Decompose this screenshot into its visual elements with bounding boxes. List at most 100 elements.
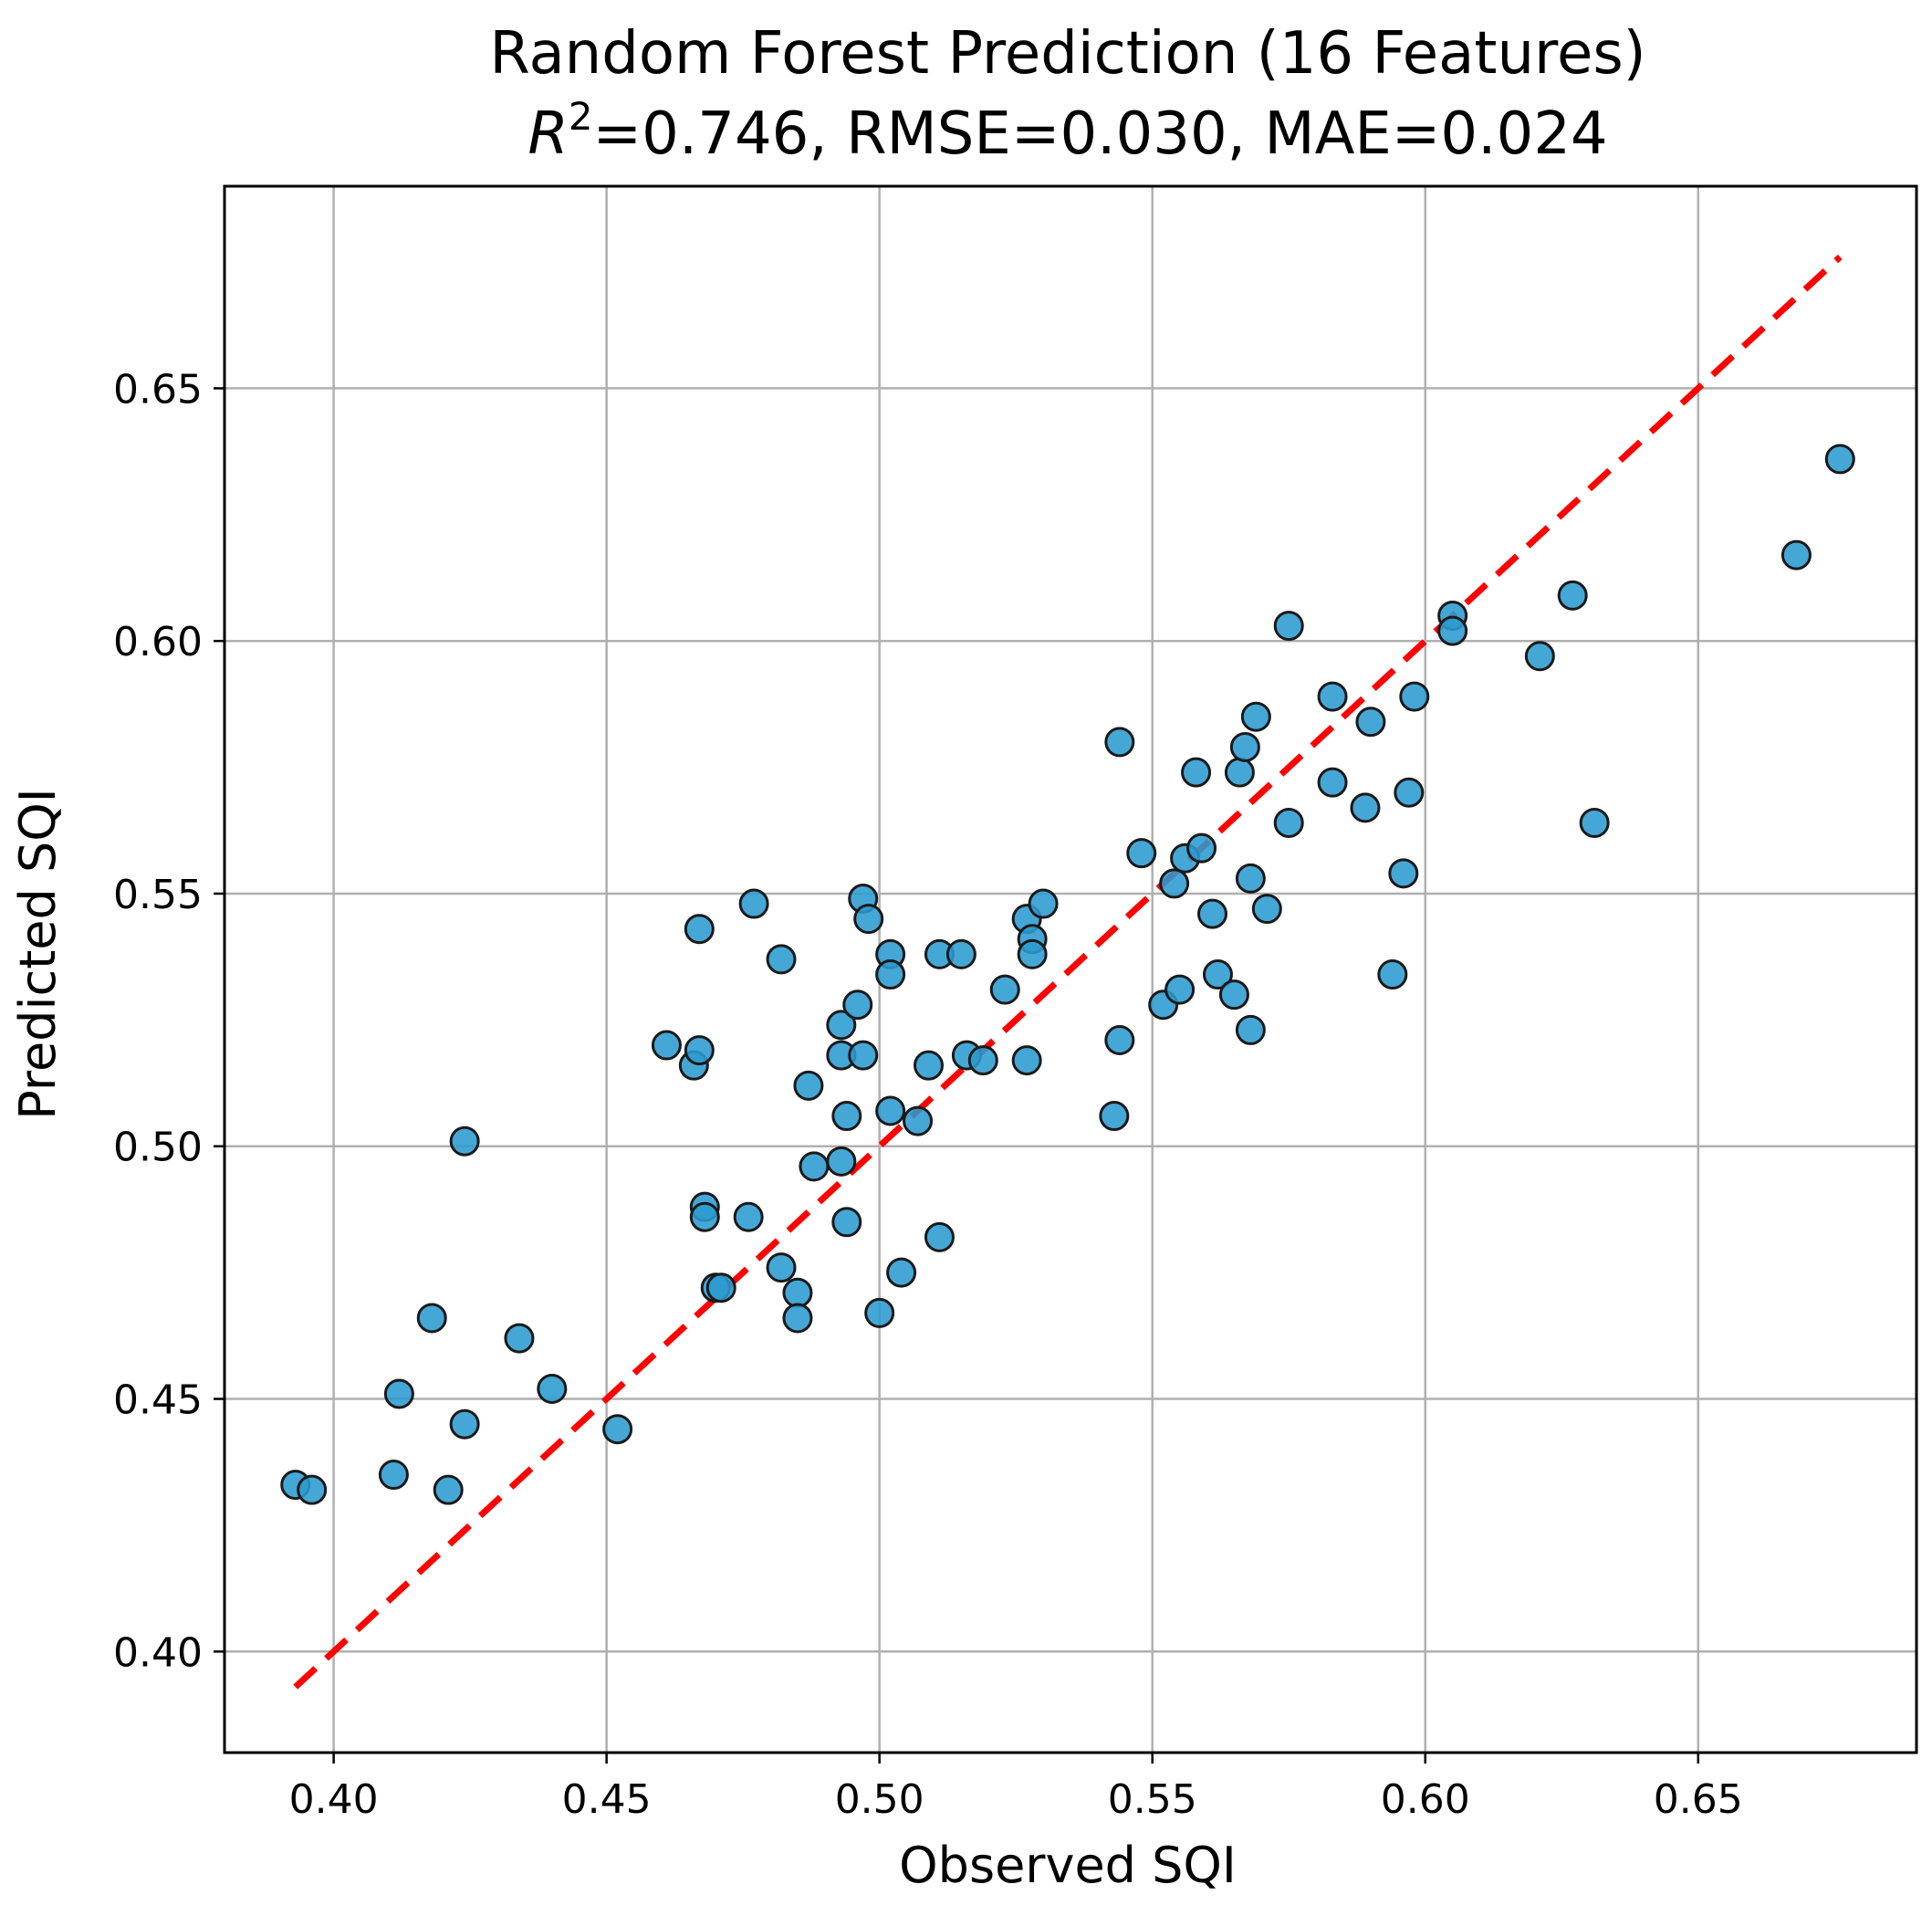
- data-point: [1186, 832, 1217, 864]
- y-tick-label: 0.65: [113, 366, 203, 413]
- data-point: [886, 1257, 917, 1288]
- x-tick-label: 0.45: [562, 1776, 652, 1823]
- data-point: [1394, 777, 1425, 808]
- data-point: [903, 1105, 934, 1136]
- data-point: [864, 1297, 895, 1328]
- chart-subtitle: R2=0.746, RMSE=0.030, MAE=0.024: [527, 94, 1607, 168]
- data-point: [924, 1221, 955, 1252]
- data-point: [1159, 868, 1190, 899]
- data-point: [1011, 1045, 1042, 1076]
- data-point: [1251, 894, 1282, 925]
- x-tick-label: 0.55: [1108, 1776, 1197, 1823]
- data-point: [831, 1101, 862, 1132]
- data-point: [297, 1474, 328, 1505]
- data-point: [1181, 757, 1212, 788]
- data-point: [1164, 974, 1196, 1005]
- y-axis-label: Predicted SQI: [9, 788, 67, 1119]
- data-point: [875, 1095, 906, 1126]
- data-point: [1017, 938, 1048, 969]
- data-point: [1273, 807, 1304, 838]
- data-point: [1273, 611, 1304, 642]
- y-tick-label: 0.60: [113, 619, 203, 665]
- data-point: [1781, 539, 1812, 571]
- data-point: [945, 938, 976, 969]
- plot-frame: [223, 184, 1918, 1754]
- data-point: [1028, 888, 1059, 919]
- data-points: [280, 444, 1855, 1505]
- data-point: [504, 1323, 535, 1354]
- chart-title: Random Forest Prediction (16 Features): [489, 20, 1645, 88]
- r2-exponent: 2: [569, 94, 593, 139]
- data-point: [826, 1010, 857, 1041]
- data-point: [766, 944, 797, 975]
- axis-ticks: 0.40 0.45 0.50 0.55 0.60 0.65 0.40 0.45 0.50 0.55…: [113, 366, 1743, 1823]
- data-point: [853, 904, 884, 935]
- data-point: [1235, 1014, 1266, 1045]
- data-point: [1099, 1101, 1130, 1132]
- data-point: [1196, 898, 1227, 929]
- data-point: [914, 1050, 945, 1081]
- x-tick-label: 0.50: [835, 1776, 924, 1823]
- data-point: [378, 1460, 409, 1491]
- x-tick-label: 0.40: [289, 1776, 379, 1823]
- x-axis-label: Observed SQI: [899, 1837, 1237, 1894]
- x-tick-label: 0.65: [1654, 1776, 1743, 1823]
- identity-line-layer: [293, 254, 1843, 1690]
- data-point: [793, 1070, 824, 1101]
- y-tick-label: 0.50: [113, 1125, 203, 1171]
- data-point: [1579, 807, 1610, 838]
- x-tick-label: 0.60: [1381, 1776, 1470, 1823]
- data-point: [433, 1474, 464, 1505]
- data-point: [1350, 792, 1381, 823]
- r2-symbol: R: [527, 100, 568, 168]
- data-point: [449, 1126, 480, 1157]
- data-point: [989, 974, 1020, 1005]
- data-point: [1557, 580, 1588, 611]
- data-point: [1240, 701, 1271, 732]
- data-point: [1126, 838, 1157, 869]
- data-point: [1437, 615, 1468, 646]
- data-point: [689, 1201, 720, 1232]
- y-tick-label: 0.40: [113, 1629, 203, 1676]
- data-point: [738, 888, 769, 919]
- data-point: [1399, 681, 1430, 712]
- data-point: [684, 1035, 715, 1066]
- metrics-text: =0.746, RMSE=0.030, MAE=0.024: [593, 100, 1608, 168]
- data-point: [705, 1272, 736, 1304]
- data-point: [1388, 858, 1419, 889]
- data-point: [1317, 681, 1348, 712]
- data-point: [1377, 959, 1408, 990]
- data-point: [1524, 641, 1555, 672]
- data-point: [1355, 707, 1386, 738]
- data-point: [1824, 444, 1855, 475]
- data-point: [1104, 1024, 1135, 1055]
- data-point: [1235, 863, 1266, 894]
- data-point: [826, 1146, 857, 1177]
- data-point: [848, 1040, 879, 1071]
- y-tick-label: 0.55: [113, 872, 203, 918]
- data-point: [1224, 757, 1255, 788]
- data-point: [416, 1303, 447, 1334]
- data-point: [1202, 959, 1233, 990]
- data-point: [799, 1151, 830, 1182]
- data-point: [1104, 727, 1135, 758]
- data-point: [766, 1252, 797, 1283]
- identity-line: [293, 254, 1843, 1690]
- data-point: [684, 914, 715, 945]
- data-point: [875, 959, 906, 990]
- data-point: [1229, 731, 1260, 762]
- data-point: [782, 1277, 813, 1308]
- data-point: [602, 1414, 633, 1445]
- data-point: [842, 989, 873, 1021]
- data-point: [537, 1373, 568, 1404]
- data-point: [1317, 767, 1348, 798]
- data-point: [651, 1030, 682, 1061]
- data-point: [782, 1303, 813, 1334]
- data-point: [449, 1408, 480, 1440]
- y-tick-label: 0.45: [113, 1377, 203, 1424]
- data-point: [1218, 979, 1249, 1010]
- data-point: [967, 1045, 998, 1076]
- data-point: [383, 1378, 414, 1409]
- data-point: [733, 1201, 764, 1232]
